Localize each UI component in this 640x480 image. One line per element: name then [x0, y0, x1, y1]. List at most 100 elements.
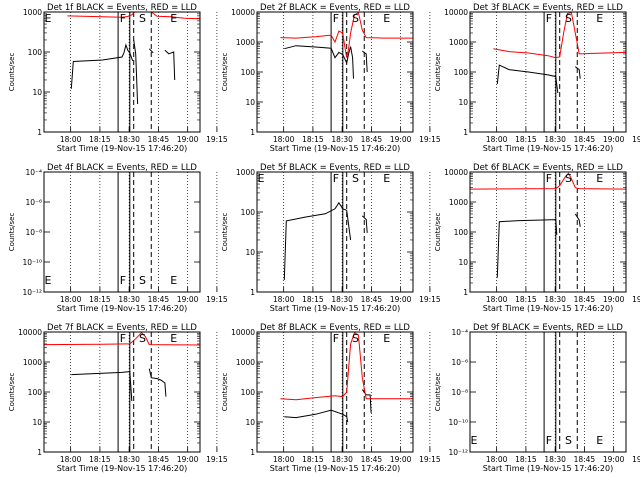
- y-tick-label: 10⁻¹⁰: [448, 418, 468, 427]
- panel-det-1: Det 1f BLACK = Events, RED = LLD 1 10 100 10…: [8, 3, 228, 153]
- x-axis-label: Start Time (19-Nov-15 17:46:20): [57, 304, 187, 313]
- y-tick-label: 1: [463, 288, 468, 297]
- x-tick-label: 18:00: [486, 455, 508, 464]
- interval-marker-label: S: [352, 332, 359, 345]
- lld-series-line: [151, 11, 201, 20]
- x-tick-label: 18:15: [89, 455, 111, 464]
- interval-marker-label: E: [170, 274, 177, 287]
- x-tick-label: 19:15: [632, 135, 640, 144]
- y-tick-label: 1000: [236, 168, 255, 177]
- plot-frame: [43, 331, 201, 453]
- x-tick-label: 19:00: [177, 455, 199, 464]
- interval-marker-label: S: [565, 172, 572, 185]
- x-tick-label: 18:45: [148, 135, 170, 144]
- panel-title: Det 6f BLACK = Events, RED = LLD: [473, 163, 623, 173]
- y-tick-label: 100: [28, 48, 43, 57]
- y-tick-label: 10000: [444, 168, 468, 177]
- interval-marker-label: F: [120, 274, 126, 287]
- interval-marker-label: S: [565, 434, 572, 447]
- x-tick-label: 19:15: [419, 295, 441, 304]
- plot-frame: [256, 171, 414, 293]
- x-tick-label: 19:15: [419, 135, 441, 144]
- x-tick-label: 18:15: [515, 135, 537, 144]
- x-tick-label: 18:30: [544, 295, 566, 304]
- panel-title: Det 5f BLACK = Events, RED = LLD: [260, 163, 410, 173]
- x-tick-label: 19:00: [390, 455, 412, 464]
- y-tick-label: 1: [463, 128, 468, 137]
- y-tick-label: 10⁻⁸: [451, 388, 468, 397]
- y-tick-label: 1000: [449, 198, 468, 207]
- y-tick-label: 1: [250, 128, 255, 137]
- x-tick-label: 19:00: [177, 295, 199, 304]
- plot-frame: [256, 11, 414, 133]
- x-tick-label: 18:30: [331, 135, 353, 144]
- x-tick-label: 18:00: [486, 295, 508, 304]
- interval-marker-label: S: [139, 12, 146, 25]
- interval-marker-label: E: [170, 12, 177, 25]
- events-series-line: [361, 215, 368, 233]
- y-tick-label: 10000: [231, 328, 255, 337]
- x-tick-label: 19:00: [603, 455, 625, 464]
- interval-marker-label: E: [44, 12, 51, 25]
- y-tick-label: 10⁻¹²: [22, 288, 42, 297]
- panel-title: Det 1f BLACK = Events, RED = LLD: [47, 3, 197, 13]
- x-tick-label: 19:00: [177, 135, 199, 144]
- x-tick-label: 18:00: [273, 455, 295, 464]
- y-tick-label: 1000: [23, 358, 42, 367]
- x-tick-label: 18:15: [89, 295, 111, 304]
- interval-marker-label: E: [383, 12, 390, 25]
- x-tick-label: 19:15: [206, 455, 228, 464]
- events-series-line: [496, 64, 559, 94]
- plot-frame: [43, 171, 201, 293]
- lld-series-line: [469, 172, 627, 190]
- plot-frame: [43, 11, 201, 133]
- interval-marker-label: S: [139, 274, 146, 287]
- x-axis-label: Start Time (19-Nov-15 17:46:20): [270, 304, 400, 313]
- x-tick-label: 19:15: [206, 135, 228, 144]
- x-tick-label: 18:45: [574, 455, 596, 464]
- events-series-line: [71, 371, 133, 402]
- interval-marker-label: E: [383, 332, 390, 345]
- x-tick-label: 18:00: [486, 135, 508, 144]
- interval-marker-label: F: [546, 172, 552, 185]
- y-tick-label: 10: [32, 418, 42, 427]
- panel-title: Det 4f BLACK = Events, RED = LLD: [47, 163, 197, 173]
- y-tick-label: 10: [245, 98, 255, 107]
- x-tick-label: 18:15: [89, 135, 111, 144]
- x-tick-label: 18:45: [361, 455, 383, 464]
- x-axis-label: Start Time (19-Nov-15 17:46:20): [57, 144, 187, 153]
- events-series-line: [70, 43, 134, 89]
- y-tick-label: 100: [241, 388, 256, 397]
- panel-det-3: Det 3f BLACK = Events, RED = LLD 1 10 100 10…: [434, 3, 640, 153]
- y-axis-label: Counts/sec: [221, 213, 229, 252]
- interval-marker-label: E: [596, 172, 603, 185]
- interval-marker-label: E: [44, 274, 51, 287]
- interval-marker-label: E: [170, 332, 177, 345]
- interval-marker-label: F: [333, 332, 339, 345]
- panel-det-2: Det 2f BLACK = Events, RED = LLD 1 10 100 10…: [221, 3, 441, 153]
- events-series-line: [361, 389, 372, 414]
- x-tick-label: 18:00: [60, 135, 82, 144]
- x-tick-label: 18:45: [148, 455, 170, 464]
- x-tick-label: 18:30: [544, 135, 566, 144]
- y-axis-label: Counts/sec: [434, 373, 442, 412]
- x-tick-label: 19:00: [603, 135, 625, 144]
- x-tick-label: 18:15: [515, 295, 537, 304]
- x-tick-label: 19:00: [390, 135, 412, 144]
- y-tick-label: 10⁻¹⁰: [22, 258, 42, 267]
- lld-series-line: [493, 12, 627, 59]
- x-tick-label: 18:45: [574, 295, 596, 304]
- x-tick-label: 18:45: [574, 135, 596, 144]
- interval-marker-label: S: [139, 332, 146, 345]
- x-axis-label: Start Time (19-Nov-15 17:46:20): [483, 304, 613, 313]
- x-tick-label: 19:15: [632, 455, 640, 464]
- y-axis-label: Counts/sec: [221, 373, 229, 412]
- lld-series-line: [280, 331, 413, 401]
- y-tick-label: 10⁻¹²: [448, 448, 468, 457]
- y-tick-label: 1000: [236, 38, 255, 47]
- y-tick-label: 10000: [444, 8, 468, 17]
- y-tick-label: 100: [241, 68, 256, 77]
- interval-marker-label: E: [596, 434, 603, 447]
- panel-det-8: Det 8f BLACK = Events, RED = LLD 1 10 100 10…: [221, 323, 441, 473]
- plot-frame: [256, 331, 414, 453]
